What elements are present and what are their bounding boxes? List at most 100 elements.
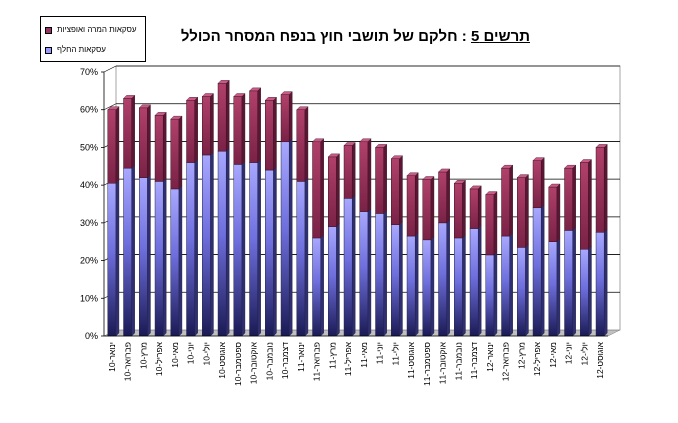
x-tick-label: אוקטובר-11 — [438, 341, 448, 384]
bar-conversion-top — [154, 112, 167, 116]
x-tick-label: יוני-11 — [375, 342, 385, 364]
bar-swap — [107, 183, 117, 337]
bar-conversion-top — [422, 176, 435, 180]
bar-swap-side — [131, 164, 135, 337]
x-tick-label: ינואר-10 — [107, 342, 117, 372]
bars — [107, 79, 608, 337]
x-tick-label: אוגוסט-10 — [217, 341, 227, 378]
bar-conversion-side — [163, 111, 167, 182]
bar-swap — [233, 164, 243, 337]
bar-swap — [595, 232, 605, 337]
legend: עסקאות המרה ואופציות עסקאות החלף — [40, 16, 146, 62]
bar-swap — [328, 226, 337, 337]
bar-swap — [217, 150, 227, 337]
bar-conversion-side — [478, 185, 482, 229]
bar-conversion-side — [304, 106, 309, 182]
y-tick-label: 0% — [85, 331, 98, 341]
bar-swap-side — [147, 174, 151, 337]
bar-conversion-top — [406, 172, 419, 176]
chart-title-text: חלקם של תושבי חוץ בנפח המסחר הכולל — [180, 28, 458, 45]
legend-label-swap: עסקאות החלף — [57, 45, 106, 54]
bar-swap-side — [383, 209, 387, 337]
bar-conversion — [454, 183, 463, 239]
bar-conversion — [580, 162, 589, 250]
bar-swap — [123, 167, 132, 337]
bar-swap-side — [478, 225, 482, 337]
bar-conversion-side — [430, 176, 435, 241]
bar-conversion — [328, 156, 337, 227]
x-tick-label: ספטמבר-10 — [233, 342, 243, 386]
bar-swap — [249, 162, 258, 337]
bar-conversion-side — [147, 104, 151, 179]
bar-swap — [517, 247, 526, 337]
bar-conversion-side — [178, 115, 183, 190]
bar-conversion — [280, 94, 290, 143]
bar-conversion — [406, 175, 416, 237]
bar-swap-side — [572, 226, 576, 337]
bar-conversion-side — [210, 93, 214, 156]
bar-swap-side — [304, 177, 309, 337]
bar-conversion-side — [509, 164, 513, 237]
bar-conversion-side — [131, 94, 135, 169]
bar-swap-side — [493, 251, 498, 337]
bar-conversion-side — [572, 164, 576, 231]
bar-conversion — [375, 147, 384, 214]
bar-swap — [485, 254, 495, 337]
bar-swap — [359, 211, 369, 337]
legend-item-swap: עסקאות החלף — [45, 45, 143, 57]
x-tick-label: נובמבר-11 — [453, 342, 463, 380]
bar-swap — [296, 181, 306, 337]
bar-conversion-top — [123, 95, 136, 99]
bar-conversion — [107, 109, 117, 184]
bar-swap — [170, 188, 180, 337]
bar-conversion-top — [296, 106, 309, 110]
bar-swap-side — [525, 243, 529, 337]
bar-swap — [548, 241, 558, 337]
chart-title-number: תרשים 5 — [470, 28, 530, 45]
bar-swap-side — [115, 179, 120, 337]
bar-conversion — [438, 171, 447, 224]
bar-conversion-top — [516, 174, 529, 178]
bar-conversion-top — [485, 191, 498, 195]
bar-swap — [564, 230, 573, 337]
bar-conversion-side — [399, 155, 403, 226]
bar-swap-side — [320, 234, 324, 337]
x-tick-label: יולי-10 — [201, 342, 211, 365]
bar-swap — [532, 207, 542, 337]
bar-conversion-top — [217, 80, 230, 84]
x-tick-label: אוגוסט-12 — [595, 341, 605, 378]
bar-conversion-side — [289, 91, 293, 143]
bar-swap — [154, 181, 164, 337]
bar-conversion-top — [280, 91, 293, 95]
bar-swap-side — [509, 232, 513, 337]
bar-swap — [312, 237, 321, 337]
bar-swap-side — [430, 236, 435, 337]
bar-swap — [580, 249, 589, 337]
bar-conversion — [249, 90, 258, 163]
bar-conversion-top — [107, 106, 120, 110]
bar-conversion-side — [336, 153, 340, 228]
x-tick-label: יולי-12 — [579, 342, 589, 365]
bar-conversion — [233, 96, 243, 165]
bar-swap-side — [178, 185, 183, 337]
x-tick-label: מאי-12 — [548, 342, 558, 368]
chart-title: תרשים 5 : חלקם של תושבי חוץ בנפח המסחר ה… — [181, 28, 530, 45]
bar-swap — [265, 169, 274, 337]
bar-conversion — [154, 115, 164, 182]
bar-conversion — [517, 177, 526, 248]
bar-conversion — [170, 118, 180, 190]
y-tick-label: 20% — [80, 256, 98, 266]
bar-conversion — [485, 194, 495, 256]
x-tick-label: פברואר-11 — [312, 342, 322, 381]
bar-conversion — [312, 141, 321, 239]
bar-swap-side — [163, 177, 167, 337]
legend-swatch-swap — [45, 47, 52, 54]
bar-swap — [406, 235, 416, 337]
bar-conversion-side — [320, 138, 324, 239]
x-tick-label: מרץ-11 — [327, 342, 337, 369]
bar-conversion-top — [564, 164, 577, 169]
bar-conversion-side — [493, 191, 498, 256]
bar-conversion-top — [548, 183, 561, 188]
gridline-depth — [103, 103, 117, 110]
